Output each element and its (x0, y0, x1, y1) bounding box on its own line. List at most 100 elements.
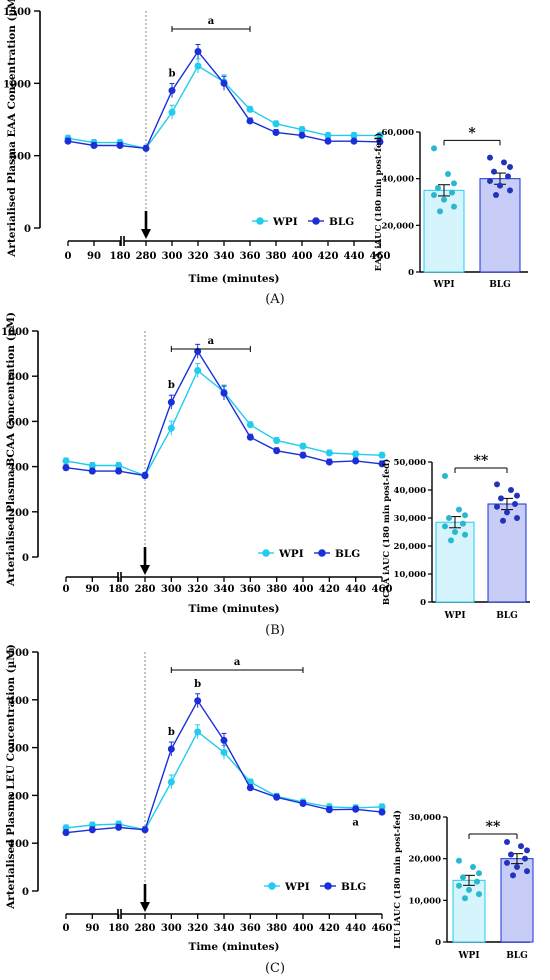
x-tick-label: 320 (188, 251, 209, 262)
individual-point (501, 159, 507, 166)
x-tick-label: 340 (214, 584, 235, 595)
data-point (246, 105, 254, 113)
y-tick-label: 100 (8, 839, 29, 850)
data-point (64, 137, 72, 145)
x-tick-label: 180 (108, 584, 129, 595)
feeding-arrow-head (140, 565, 150, 575)
y-tick-label: 500 (10, 152, 31, 163)
y-axis-label: LEU iAUC (180 min post-fed) (392, 810, 403, 949)
individual-point (460, 874, 466, 881)
y-tick-label: 60,000 (381, 128, 414, 138)
data-point (194, 728, 202, 736)
data-point (62, 829, 70, 837)
panel-label: (C) (265, 961, 285, 976)
data-point (168, 87, 176, 95)
y-tick-label: 300 (8, 744, 29, 755)
individual-point (442, 473, 448, 479)
data-point (167, 424, 175, 432)
x-tick-label: 90 (85, 584, 99, 595)
data-point (88, 826, 96, 834)
y-axis-label: Arterialised Plasma EAA Concentration (µ… (6, 0, 18, 258)
data-point (168, 108, 176, 116)
data-point (141, 472, 149, 480)
individual-point (510, 872, 516, 879)
data-point (299, 451, 307, 459)
annotation-label: b (168, 727, 175, 738)
x-tick-label: 360 (240, 251, 261, 262)
data-point (220, 748, 228, 756)
x-tick-label: 400 (293, 584, 314, 595)
data-point (194, 48, 202, 56)
individual-point (494, 481, 500, 488)
series-blg (62, 693, 386, 837)
y-tick-label: 1500 (3, 7, 31, 18)
y-tick-label: 0 (22, 887, 29, 898)
series-blg (62, 343, 386, 480)
individual-point (456, 506, 462, 513)
data-point (378, 451, 386, 459)
data-point (167, 778, 175, 786)
x-tick-label: 300 (162, 251, 183, 262)
feeding-arrow-head (141, 229, 151, 239)
individual-point (476, 870, 482, 877)
x-tick-label: 320 (187, 584, 208, 595)
data-point (298, 126, 306, 134)
y-tick-label: 0 (408, 268, 414, 278)
data-point (378, 808, 386, 816)
y-axis-label: Arterialised Plasma BCAA Concentration (… (5, 312, 17, 587)
individual-point (514, 864, 520, 870)
data-point (220, 736, 228, 744)
x-tick-label: 440 (344, 251, 365, 262)
individual-point (497, 182, 503, 189)
x-tick-label: 440 (345, 584, 366, 595)
individual-point (431, 145, 437, 152)
category-label: WPI (432, 280, 454, 290)
data-point (194, 697, 202, 705)
data-point (352, 457, 360, 465)
annotation-label: a (208, 336, 215, 347)
bar-blg (487, 503, 527, 603)
data-point (115, 461, 123, 469)
individual-point (462, 531, 468, 538)
x-tick-label: 300 (161, 923, 182, 934)
individual-point (491, 168, 497, 175)
individual-point (452, 529, 458, 535)
y-tick-label: 500 (8, 648, 29, 659)
data-point (62, 457, 70, 465)
data-point (298, 131, 306, 139)
annotation-label: a (208, 16, 215, 27)
individual-point (504, 839, 510, 845)
individual-point (456, 882, 462, 889)
individual-point (476, 891, 482, 898)
y-tick-label: 40,000 (381, 175, 414, 185)
legend-marker (256, 217, 264, 225)
legend-marker (312, 217, 320, 225)
data-point (352, 805, 360, 813)
individual-point (522, 855, 528, 862)
x-tick-label: 400 (292, 251, 313, 262)
category-label: BLG (496, 611, 518, 621)
legend-label: WPI (284, 881, 310, 893)
individual-point (442, 523, 448, 530)
series-line (65, 349, 383, 477)
y-tick-label: 10,000 (393, 570, 426, 580)
individual-point (456, 857, 462, 864)
individual-point (504, 859, 510, 866)
individual-point (524, 847, 530, 854)
data-point (90, 142, 98, 150)
y-axis-label: Arterialised Plasma LEU Concentration (µ… (5, 644, 17, 910)
data-point (299, 442, 307, 450)
x-tick-label: 280 (135, 584, 156, 595)
individual-point (493, 192, 499, 198)
legend-label: WPI (278, 548, 304, 560)
bar-chart-2: 0 10,000 20,000 30,000 LEU iAUC (180 min pos… (392, 810, 534, 961)
individual-point (514, 515, 520, 521)
y-tick-label: 1000 (1, 327, 29, 338)
data-point (350, 137, 358, 145)
x-tick-label: 460 (372, 584, 393, 595)
y-tick-label: 0 (435, 938, 441, 948)
x-tick-label: 420 (319, 923, 340, 934)
data-point (246, 433, 254, 441)
y-tick-label: 1000 (3, 79, 31, 90)
